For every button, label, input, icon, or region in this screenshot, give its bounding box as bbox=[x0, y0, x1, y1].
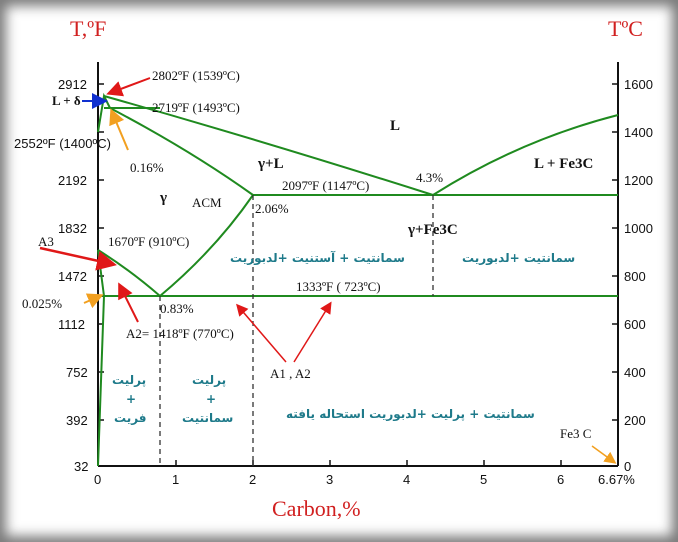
acm-line bbox=[159, 194, 254, 297]
right-tick-label: 600 bbox=[624, 317, 646, 332]
dashed-lines bbox=[159, 195, 434, 466]
region-label-pearlite-ferrite-2: + bbox=[126, 392, 136, 406]
arrow-a2 bbox=[118, 282, 139, 323]
x-tick-label: 6.67% bbox=[598, 472, 635, 487]
annotation-a1-a2: A1 , A2 bbox=[270, 366, 311, 381]
a3-line bbox=[97, 249, 161, 297]
annotation-43: 4.3% bbox=[416, 170, 443, 185]
right-tick-label: 200 bbox=[624, 413, 646, 428]
phase-label-gamma: γ bbox=[159, 190, 167, 206]
left-axis-title: T,ºF bbox=[70, 16, 106, 41]
region-label-transformed-ledeburite: سمانتیت + پرلیت +لدبوریت استحاله یافته bbox=[286, 407, 535, 422]
annotation-0025: 0.025% bbox=[22, 296, 62, 311]
arrow-a1-left bbox=[236, 303, 287, 363]
annotation-1670: 1670ºF (910ºC) bbox=[108, 234, 189, 249]
left-tick-label: 32 bbox=[74, 459, 88, 474]
right-axis-title: TºC bbox=[608, 16, 643, 41]
phase-label-gamma-fe3c: γ+Fe3C bbox=[407, 222, 458, 238]
left-tick-label: 2552ºF (1400ºC) bbox=[14, 136, 111, 151]
annotation-083: 0.83% bbox=[160, 301, 194, 316]
arrow-0025 bbox=[83, 293, 104, 309]
left-tick-label: 1472 bbox=[58, 269, 87, 284]
annotation-2097: 2097ºF (1147ºC) bbox=[282, 178, 369, 193]
right-tick-label: 1400 bbox=[624, 125, 653, 140]
right-tick-marks bbox=[612, 83, 618, 421]
left-tick-label: 1832 bbox=[58, 221, 87, 236]
annotation-a2: A2= 1418ºF (770ºC) bbox=[126, 326, 234, 341]
right-tick-label: 800 bbox=[624, 269, 646, 284]
right-tick-label: 1600 bbox=[624, 77, 653, 92]
annotation-l-delta: L + δ bbox=[52, 93, 81, 108]
region-label-pearlite-cementite-1: پرلیت bbox=[192, 373, 226, 387]
x-tick-label: 3 bbox=[326, 472, 333, 487]
annotation-2719: 2719ºF (1493ºC) bbox=[152, 100, 240, 115]
liquidus-right-line bbox=[432, 114, 619, 196]
phase-label-l: L bbox=[390, 118, 400, 134]
region-label-pearlite-cementite-2: + bbox=[206, 392, 216, 406]
left-tick-label: 392 bbox=[66, 413, 88, 428]
solidus-line bbox=[109, 107, 254, 196]
right-tick-label: 1200 bbox=[624, 173, 653, 188]
region-label-cementite-ledeburite: سمانتیت +لدبوریت bbox=[462, 251, 575, 266]
left-tick-label: 1112 bbox=[58, 317, 85, 332]
left-tick-label: 2912 bbox=[58, 77, 87, 92]
x-tick-label: 6 bbox=[557, 472, 564, 487]
right-tick-label: 400 bbox=[624, 365, 646, 380]
arrow-a1-right bbox=[293, 301, 332, 363]
annotation-2802: 2802ºF (1539ºC) bbox=[152, 68, 240, 83]
annotation-fe3c: Fe3 C bbox=[560, 426, 591, 441]
left-tick-label: 752 bbox=[66, 365, 88, 380]
x-tick-label: 0 bbox=[94, 472, 101, 487]
left-tick-label: 2192 bbox=[58, 173, 87, 188]
phase-lines bbox=[97, 92, 619, 467]
region-label-pearlite-cementite-3: سمانتیت bbox=[182, 411, 233, 425]
right-tick-label: 0 bbox=[624, 459, 631, 474]
annotation-a3: A3 bbox=[38, 234, 54, 249]
annotation-acm: ACM bbox=[192, 195, 222, 210]
arrow-016 bbox=[109, 108, 129, 151]
x-tick-label: 2 bbox=[249, 472, 256, 487]
phase-label-l-fe3c: L + Fe3C bbox=[534, 156, 593, 172]
region-label-pearlite-ferrite-3: فریت bbox=[114, 411, 147, 425]
x-tick-label: 4 bbox=[403, 472, 410, 487]
right-tick-label: 1000 bbox=[624, 221, 653, 236]
x-tick-label: 1 bbox=[172, 472, 179, 487]
x-tick-label: 5 bbox=[480, 472, 487, 487]
region-label-cementite-austenite-ledeburite: سمانتیت + آستنیت +لدبوریت bbox=[230, 250, 405, 266]
arrow-2802 bbox=[106, 77, 151, 97]
region-label-pearlite-ferrite-1: پرلیت bbox=[112, 373, 146, 387]
annotation-206: 2.06% bbox=[255, 201, 289, 216]
phase-label-gamma-l: γ+L bbox=[257, 156, 284, 172]
annotation-016: 0.16% bbox=[130, 160, 164, 175]
arrow-fe3c bbox=[591, 445, 617, 464]
x-axis-title: Carbon,% bbox=[272, 496, 361, 521]
annotation-1333: 1333ºF ( 723ºC) bbox=[296, 279, 381, 294]
arrow-a3 bbox=[39, 246, 117, 271]
